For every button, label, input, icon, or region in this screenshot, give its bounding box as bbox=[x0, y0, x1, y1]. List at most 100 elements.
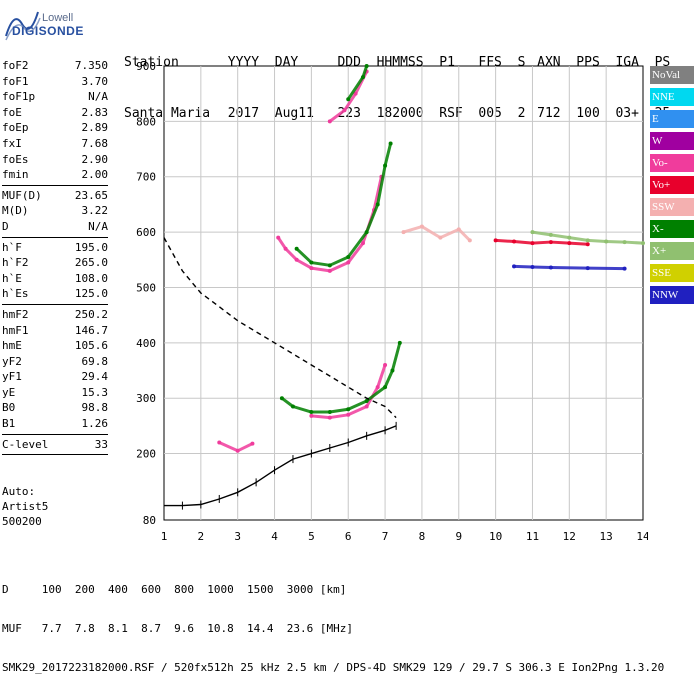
echo-trace-segment bbox=[346, 405, 369, 417]
param-name: hmF1 bbox=[2, 323, 29, 337]
y-tick-label: 400 bbox=[136, 337, 156, 350]
echo-trace-segment bbox=[346, 399, 369, 411]
echo-point bbox=[346, 255, 351, 260]
echo-trace-segment bbox=[623, 240, 645, 245]
scaled-parameters-panel: foF2 7.350 foF1 3.70 foF1p N/A foE 2.83 foEp 2.89… bbox=[2, 58, 108, 457]
param-name: foF1 bbox=[2, 74, 29, 88]
param-value: 195.0 bbox=[74, 240, 108, 254]
param-value: 105.6 bbox=[74, 339, 108, 353]
param-row: yF1 29.4 bbox=[2, 369, 108, 385]
echo-point bbox=[585, 238, 590, 243]
echo-point bbox=[438, 235, 443, 240]
echo-point bbox=[548, 232, 553, 237]
footer-distance-row: D 100 200 400 600 800 1000 1500 3000 [km… bbox=[2, 583, 347, 596]
x-tick-label: 11 bbox=[526, 530, 539, 543]
param-name: D bbox=[2, 219, 9, 233]
echo-point bbox=[622, 266, 627, 271]
echo-point bbox=[327, 268, 332, 273]
param-row: B1 1.26 bbox=[2, 416, 108, 432]
param-name: foEp bbox=[2, 121, 29, 135]
auto-label: Auto: bbox=[2, 485, 36, 498]
echo-point bbox=[360, 75, 365, 80]
x-tick-label: 2 bbox=[198, 530, 205, 543]
param-value: 3.22 bbox=[81, 204, 109, 218]
echo-point bbox=[419, 224, 424, 229]
legend-item: X- bbox=[650, 220, 694, 238]
legend-item: W bbox=[650, 132, 694, 150]
echo-point bbox=[327, 263, 332, 268]
auto-version: 500200 bbox=[2, 515, 42, 528]
param-row: M(D) 3.22 bbox=[2, 203, 108, 219]
echo-point bbox=[290, 404, 295, 409]
echo-point bbox=[567, 235, 572, 240]
param-row: h`Es 125.0 bbox=[2, 286, 108, 302]
legend-item: SSW bbox=[650, 198, 694, 216]
echo-trace-segment bbox=[295, 258, 313, 270]
profile-curve bbox=[164, 425, 397, 507]
param-row: hmE 105.6 bbox=[2, 338, 108, 354]
param-name: C-level bbox=[2, 437, 49, 451]
echo-trace-segment bbox=[236, 442, 254, 453]
echo-point bbox=[401, 230, 406, 235]
echo-trace-segment bbox=[343, 92, 358, 112]
param-row: foF2 7.350 bbox=[2, 58, 108, 74]
autoscaling-info: Auto: Artist5 500200 bbox=[2, 484, 48, 529]
echo-trace-segment bbox=[549, 233, 571, 240]
echo-trace-segment bbox=[346, 75, 365, 101]
plot-frame bbox=[163, 65, 644, 521]
echo-point bbox=[346, 260, 351, 265]
echo-point bbox=[360, 241, 365, 246]
param-value: 2.90 bbox=[81, 152, 109, 166]
echo-point bbox=[548, 265, 553, 270]
param-name: yF1 bbox=[2, 370, 22, 384]
param-separator bbox=[2, 236, 108, 238]
echo-point bbox=[456, 227, 461, 232]
y-tick-label: 600 bbox=[136, 226, 156, 239]
echo-point bbox=[467, 238, 472, 243]
param-row: h`F2 265.0 bbox=[2, 255, 108, 271]
x-tick-label: 14 bbox=[636, 530, 648, 543]
echo-trace-segment bbox=[567, 236, 590, 242]
echo-trace-segment bbox=[390, 341, 402, 373]
param-name: h`Es bbox=[2, 287, 29, 301]
footer-muf-row: MUF 7.7 7.8 8.1 8.7 9.6 10.8 14.4 23.6 [… bbox=[2, 622, 353, 635]
echo-trace-segment bbox=[604, 240, 627, 244]
echo-point bbox=[364, 398, 369, 403]
echo-trace-segment bbox=[530, 265, 553, 270]
param-name: hmF2 bbox=[2, 307, 29, 321]
echo-trace-segment bbox=[284, 247, 299, 262]
header-values-row: Santa Maria 2017 Aug11 223 182000 RSF 005 2 712 1… bbox=[124, 105, 684, 122]
legend-item: NNE bbox=[650, 88, 694, 106]
echo-point bbox=[530, 230, 535, 235]
param-value: 7.350 bbox=[74, 59, 108, 72]
legend: NoVal NNE E W Vo- Vo+ SSW X- X+ SSE NNW bbox=[650, 66, 694, 308]
y-tick-label: 800 bbox=[136, 115, 156, 128]
legend-item: E bbox=[650, 110, 694, 128]
param-row: MUF(D) 23.65 bbox=[2, 188, 108, 204]
param-separator bbox=[2, 454, 108, 456]
param-row: yE 15.3 bbox=[2, 385, 108, 401]
echo-point bbox=[383, 362, 388, 367]
y-tick-label: 900 bbox=[136, 60, 156, 73]
echo-point bbox=[235, 448, 240, 453]
param-value: 108.0 bbox=[74, 271, 108, 285]
param-name: h`F bbox=[2, 240, 22, 254]
header-label: S bbox=[517, 55, 526, 70]
echo-trace-segment bbox=[376, 363, 387, 389]
header-value: 2017 bbox=[227, 106, 260, 121]
param-separator bbox=[2, 303, 108, 305]
echo-trace-segment bbox=[328, 407, 350, 414]
echo-trace-segment bbox=[530, 230, 553, 237]
param-value: 69.8 bbox=[81, 354, 109, 368]
x-tick-label: 8 bbox=[419, 530, 426, 543]
param-name: foF2 bbox=[2, 59, 29, 72]
param-row: foF1 3.70 bbox=[2, 74, 108, 90]
param-value: 15.3 bbox=[81, 385, 109, 399]
echo-trace-segment bbox=[512, 240, 534, 245]
echo-point bbox=[283, 246, 288, 251]
header-value: 182000 bbox=[376, 106, 424, 121]
param-value: 2.00 bbox=[81, 168, 109, 182]
echo-trace-segment bbox=[494, 238, 516, 244]
x-tick-label: 6 bbox=[345, 530, 352, 543]
param-row: D N/A bbox=[2, 219, 108, 235]
